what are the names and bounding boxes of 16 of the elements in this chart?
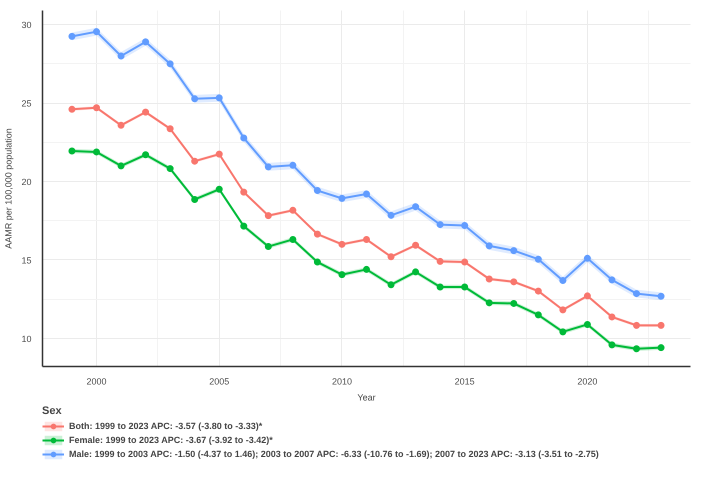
y-axis-title: AAMR per 100,000 population (3, 128, 14, 249)
y-tick-label: 25 (21, 98, 32, 109)
x-tick-label: 2005 (209, 376, 230, 386)
x-tick-label: 2020 (577, 376, 598, 386)
y-tick-label: 15 (21, 255, 32, 266)
y-tick-label: 10 (21, 334, 32, 344)
legend-label: Female: 1999 to 2023 APC: -3.67 (-3.92 to -3.42)* (69, 434, 273, 446)
y-tick-label: 20 (21, 176, 32, 187)
x-tick-label: 2015 (454, 376, 475, 386)
legend-label: Both: 1999 to 2023 APC: -3.57 (-3.80 to -3.33)* (69, 420, 262, 432)
legend-label: Male: 1999 to 2003 APC: -1.50 (-4.37 to 1.46); 2003 to 2007 APC: -6.33 (-10.76 to -1.69); 2007 to 2023 APC: -3.13 (-3.51 to -2.75) (69, 448, 599, 460)
y-tick-label: 30 (21, 20, 32, 30)
x-tick-label: 2000 (86, 376, 107, 386)
legend-title: Sex (42, 405, 63, 417)
x-axis-title: Year (357, 392, 376, 402)
x-tick-label: 2010 (332, 376, 352, 386)
